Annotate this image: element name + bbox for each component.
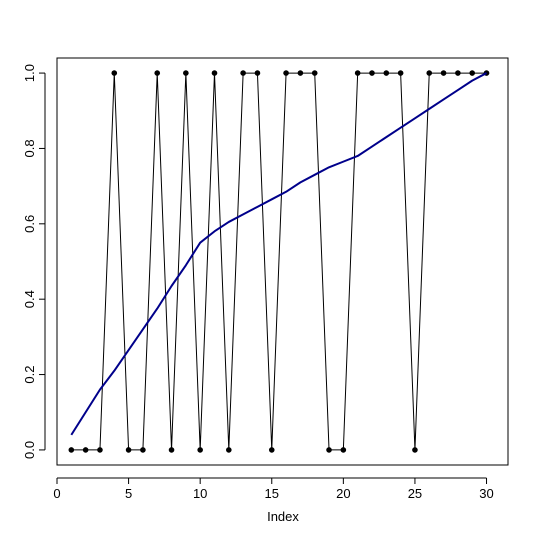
data-point [268, 447, 275, 453]
x-axis-label: Index [267, 509, 299, 524]
data-point [469, 70, 476, 76]
data-point [426, 70, 433, 76]
data-point [354, 70, 361, 76]
y-axis: 0.0 0.2 0.4 0.6 0.8 1.0 [22, 64, 46, 459]
smooth-line [70, 72, 487, 436]
data-point [297, 70, 304, 76]
data-point [125, 447, 132, 453]
series-layer [68, 70, 490, 453]
data-point [455, 70, 461, 76]
data-point [140, 447, 146, 453]
data-point [326, 447, 332, 453]
x-axis: 0 5 10 15 20 25 30 [53, 477, 494, 501]
plot-box [56, 57, 509, 466]
x-tick-label: 0 [53, 486, 60, 501]
x-tick-label: 5 [125, 486, 132, 501]
data-point [369, 70, 375, 76]
y-tick-label: 1.0 [22, 64, 37, 82]
x-tick-label: 10 [193, 486, 207, 501]
data-point [340, 447, 347, 453]
y-tick-label: 0.6 [22, 215, 37, 233]
data-point [440, 70, 447, 76]
data-point [197, 447, 203, 453]
data-point [240, 70, 246, 76]
data-point [154, 70, 161, 76]
x-tick-label: 30 [479, 486, 493, 501]
y-tick-label: 0.0 [22, 441, 37, 459]
data-point [183, 70, 189, 76]
data-point [283, 70, 289, 76]
y-tick-label: 0.8 [22, 139, 37, 157]
data-point [82, 447, 89, 453]
data-point [211, 70, 218, 76]
y-tick-label: 0.4 [22, 290, 37, 308]
series-line [71, 72, 487, 451]
data-point [97, 447, 103, 453]
x-tick-label: 15 [265, 486, 279, 501]
data-point [111, 70, 118, 76]
data-point [254, 70, 261, 76]
data-point [226, 447, 232, 453]
x-tick-label: 25 [408, 486, 422, 501]
data-point [383, 70, 390, 76]
y-tick-label: 0.2 [22, 366, 37, 384]
data-point [68, 447, 75, 453]
data-point [311, 70, 318, 76]
x-tick-label: 20 [336, 486, 350, 501]
data-point [397, 70, 404, 76]
data-point [412, 447, 418, 453]
data-point [168, 447, 175, 453]
